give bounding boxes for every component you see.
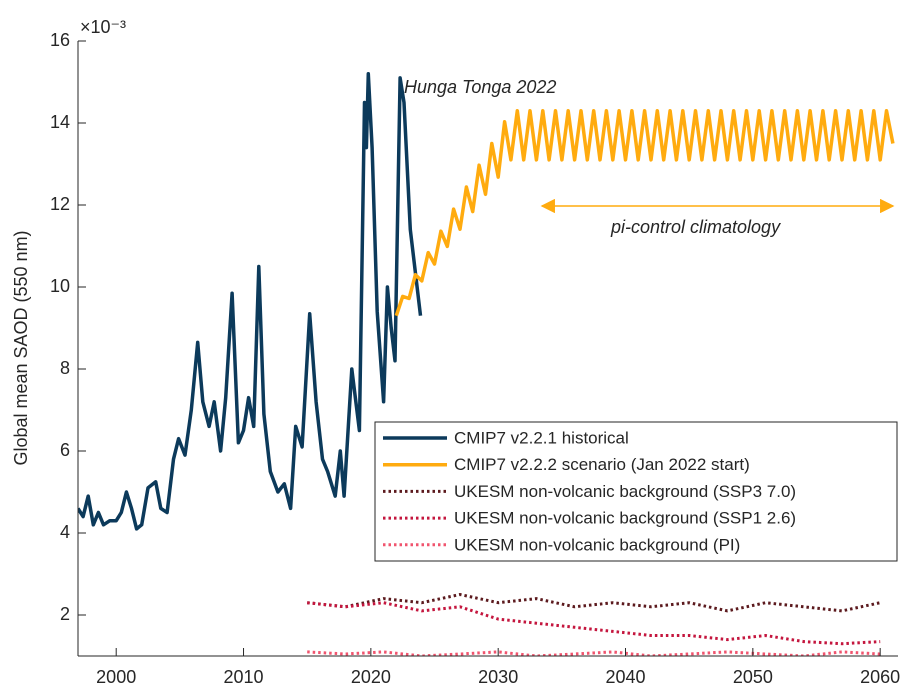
legend-box <box>374 421 898 562</box>
y-multiplier: ×10⁻³ <box>80 17 126 37</box>
x-tick-label: 2010 <box>224 667 264 687</box>
x-tick-label: 2060 <box>860 667 900 687</box>
series-line <box>78 72 423 531</box>
series-line <box>394 108 895 317</box>
y-tick-label: 16 <box>50 30 70 50</box>
y-tick-label: 8 <box>60 358 70 378</box>
y-tick-label: 10 <box>50 276 70 296</box>
x-tick-label: 2040 <box>605 667 645 687</box>
series-line <box>307 650 881 656</box>
x-tick-label: 2000 <box>96 667 136 687</box>
y-tick-label: 12 <box>50 194 70 214</box>
legend-label: UKESM non-volcanic background (SSP1 2.6) <box>454 509 796 528</box>
legend-label: UKESM non-volcanic background (PI) <box>454 535 740 554</box>
legend-label: CMIP7 v2.2.2 scenario (Jan 2022 start) <box>454 455 750 474</box>
series-line <box>307 593 881 613</box>
legend-label: CMIP7 v2.2.1 historical <box>454 428 629 447</box>
x-tick-label: 2030 <box>478 667 518 687</box>
x-tick-label: 2020 <box>351 667 391 687</box>
x-tick-label: 2050 <box>733 667 773 687</box>
y-axis-label: Global mean SAOD (550 nm) <box>11 230 31 465</box>
y-tick-label: 4 <box>60 522 70 542</box>
y-tick-label: 6 <box>60 440 70 460</box>
annotation: Hunga Tonga 2022 <box>404 77 556 97</box>
legend-label: UKESM non-volcanic background (SSP3 7.0) <box>454 482 796 501</box>
series-line <box>307 601 881 646</box>
y-tick-label: 2 <box>60 604 70 624</box>
annotation: pi-control climatology <box>610 217 781 237</box>
plot-area <box>78 72 895 656</box>
y-tick-label: 14 <box>50 112 70 132</box>
